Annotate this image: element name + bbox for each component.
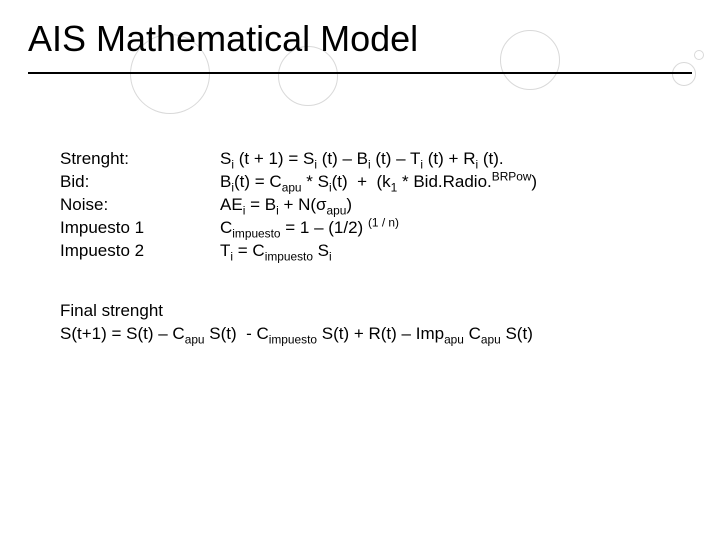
definition-label: Strenght:: [60, 148, 220, 171]
title-divider: [28, 72, 692, 74]
definition-row: Bid: Bi(t) = Capu * Si(t) + (k1 * Bid.Ra…: [60, 171, 670, 194]
definition-row: Impuesto 1 Cimpuesto = 1 – (1/2) (1 / n): [60, 217, 670, 240]
definition-formula: AEi = Bi + N(σapu): [220, 194, 670, 217]
final-strength-block: Final strenght S(t+1) = S(t) – Capu S(t)…: [60, 300, 670, 346]
definition-formula: Cimpuesto = 1 – (1/2) (1 / n): [220, 217, 670, 240]
definition-row: Strenght: Si (t + 1) = Si (t) – Bi (t) –…: [60, 148, 670, 171]
decorative-circle: [694, 50, 704, 60]
definition-formula: Ti = Cimpuesto Si: [220, 240, 670, 263]
decorative-circle: [672, 62, 696, 86]
definition-row: Impuesto 2 Ti = Cimpuesto Si: [60, 240, 670, 263]
definition-formula: Bi(t) = Capu * Si(t) + (k1 * Bid.Radio.B…: [220, 171, 670, 194]
definition-formula: Si (t + 1) = Si (t) – Bi (t) – Ti (t) + …: [220, 148, 670, 171]
slide-title: AIS Mathematical Model: [28, 18, 418, 60]
definition-label: Bid:: [60, 171, 220, 194]
decorative-circle: [500, 30, 560, 90]
definition-label: Impuesto 1: [60, 217, 220, 240]
final-strength-heading: Final strenght: [60, 300, 670, 323]
final-strength-formula: S(t+1) = S(t) – Capu S(t) - Cimpuesto S(…: [60, 323, 670, 346]
definitions-block: Strenght: Si (t + 1) = Si (t) – Bi (t) –…: [60, 148, 670, 263]
definition-label: Noise:: [60, 194, 220, 217]
definition-label: Impuesto 2: [60, 240, 220, 263]
definition-row: Noise: AEi = Bi + N(σapu): [60, 194, 670, 217]
